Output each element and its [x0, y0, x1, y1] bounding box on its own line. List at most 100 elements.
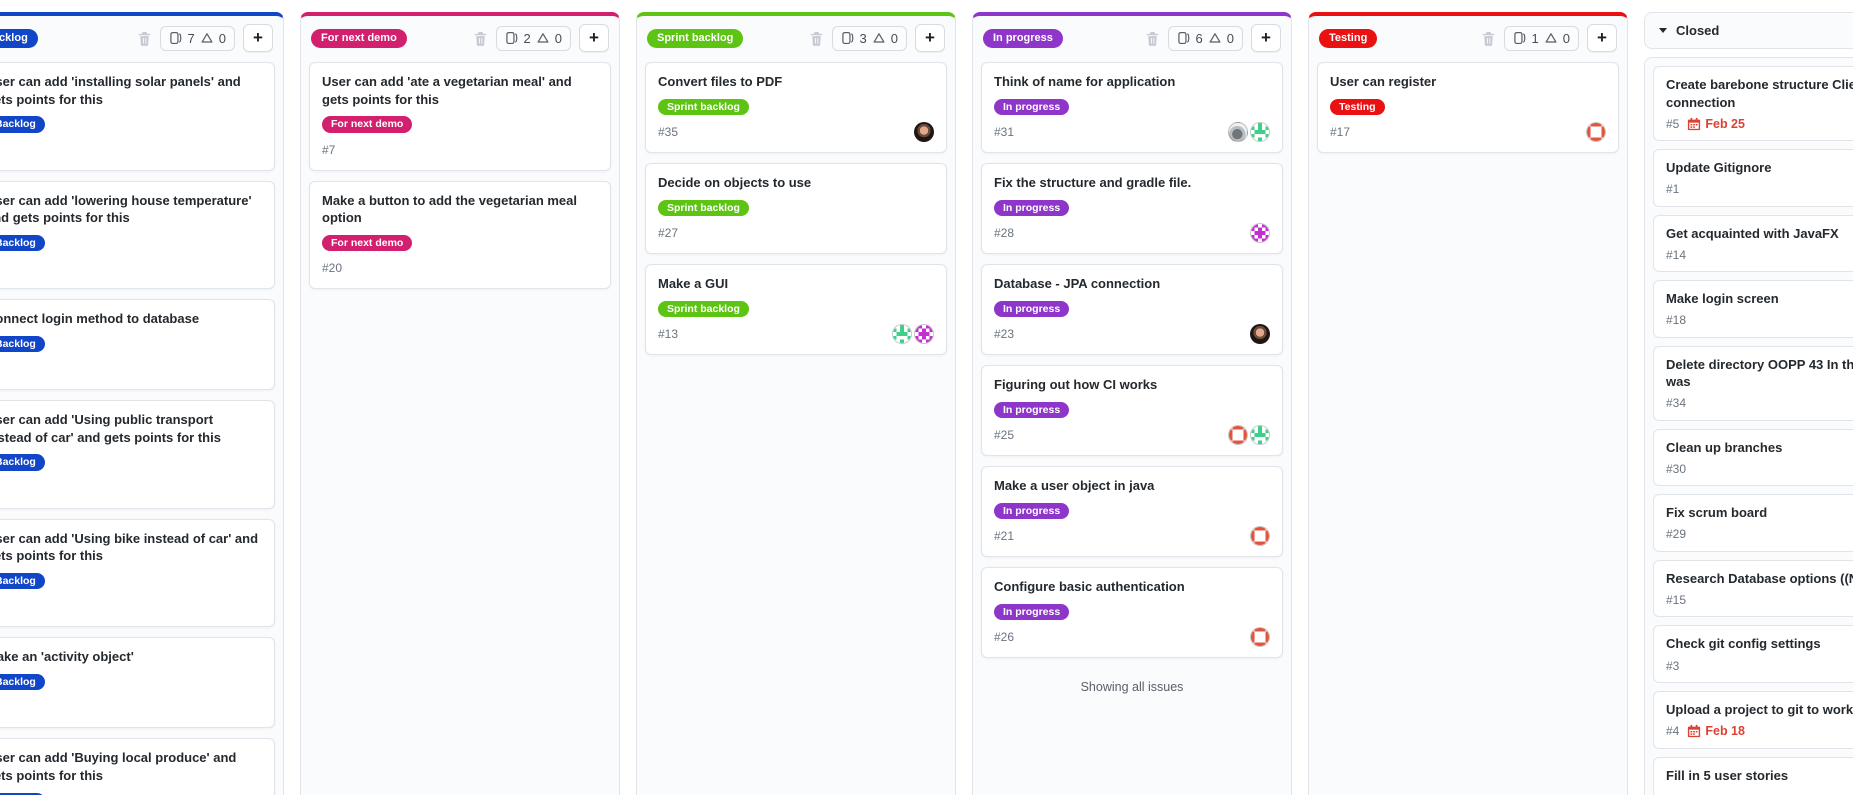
card-labels: In progress: [994, 198, 1270, 217]
card[interactable]: User can add 'ate a vegetarian meal' and…: [309, 62, 611, 171]
assignee-avatars: [1248, 526, 1270, 547]
card[interactable]: Make an 'activity object' Backlog: [0, 637, 275, 729]
card-meta: #13: [658, 324, 934, 345]
closed-card[interactable]: Upload a project to git to work from #4 Fe…: [1653, 691, 1853, 749]
delete-column-button[interactable]: [1145, 31, 1160, 46]
closed-card[interactable]: Update Gitignore #1: [1653, 149, 1853, 207]
column-for-next-demo: For next demo 2 0 + User can add 'ate a vege…: [300, 12, 620, 795]
card[interactable]: Make a GUI Sprint backlog #13: [645, 264, 947, 356]
archived-count: 0: [218, 30, 226, 46]
issue-number: #30: [1666, 461, 1687, 476]
card-title: Create barebone structure Client-Server …: [1666, 77, 1853, 110]
closed-card[interactable]: Get acquainted with JavaFX #14: [1653, 214, 1853, 273]
issue-number: #13: [658, 327, 679, 342]
archive-triangle-icon: [1545, 33, 1557, 43]
plus-icon: +: [589, 28, 599, 47]
card-list: User can add 'installing solar panels' a…: [0, 58, 283, 795]
avatar-identicon-red: [1228, 425, 1248, 446]
calendar-icon: [1688, 117, 1701, 130]
closed-card[interactable]: Create barebone structure Client-Server …: [1653, 66, 1853, 142]
closed-column-header[interactable]: Closed: [1644, 12, 1853, 49]
card-count: 2: [523, 30, 531, 46]
card[interactable]: Configure basic authentication In progres…: [981, 567, 1283, 659]
delete-column-button[interactable]: [137, 31, 152, 46]
column-in-progress: In progress 6 0 + Think of name for applicat…: [972, 12, 1292, 795]
card-meta: #28: [994, 223, 1270, 244]
column-label-badge: In progress: [983, 28, 1063, 48]
card-labels: Testing: [1330, 97, 1606, 116]
closed-card[interactable]: Fix scrum board #29: [1653, 494, 1853, 552]
calendar-icon: [1688, 724, 1701, 738]
add-card-button[interactable]: +: [915, 24, 945, 52]
archive-triangle-icon: [1209, 33, 1221, 43]
avatar-identicon-red: [1250, 526, 1270, 547]
delete-column-button[interactable]: [473, 31, 488, 46]
card-label-badge: Sprint backlog: [658, 300, 749, 318]
column-header: Sprint backlog 3 0 +: [637, 16, 955, 58]
card-label-badge: Backlog: [0, 454, 45, 471]
card-meta: #29: [1666, 527, 1853, 542]
card-label-badge: In progress: [994, 300, 1070, 318]
column-header: Backlog70+: [0, 16, 283, 58]
assignee-avatars: [1226, 425, 1270, 446]
card-meta: [0, 478, 262, 498]
add-card-button[interactable]: +: [579, 24, 609, 52]
card[interactable]: Decide on objects to use Sprint backlog #2…: [645, 163, 947, 255]
card-label-badge: In progress: [994, 502, 1070, 520]
add-card-button[interactable]: +: [1587, 24, 1617, 52]
closed-card[interactable]: Fill in 5 user stories: [1653, 756, 1853, 795]
closed-card[interactable]: Delete directory OOPP 43 In the beginnin…: [1653, 345, 1853, 421]
card-label-badge: Backlog: [0, 673, 45, 691]
delete-column-button[interactable]: [809, 31, 824, 46]
card-meta: #31: [994, 122, 1270, 143]
add-card-button[interactable]: +: [243, 24, 273, 52]
closed-card[interactable]: Research Database options ((No)SQL?) #15: [1653, 559, 1853, 618]
card[interactable]: Make a button to add the vegetarian meal…: [309, 180, 611, 290]
closed-card[interactable]: Make login screen #18: [1653, 280, 1853, 338]
add-card-button[interactable]: +: [1251, 24, 1281, 52]
closed-card[interactable]: Check git config settings #3: [1653, 625, 1853, 684]
column-header: Testing 1 0 +: [1309, 16, 1627, 58]
plus-icon: +: [253, 28, 263, 47]
assignee-avatars: [1584, 122, 1606, 143]
card[interactable]: User can add 'Buying local produce' and …: [0, 738, 275, 795]
trash-icon: [138, 31, 150, 46]
issue-number: #1: [1666, 182, 1680, 197]
cards-icon: [1513, 31, 1525, 45]
card[interactable]: User can add 'Using bike instead of car'…: [0, 518, 275, 628]
archived-count: 0: [554, 30, 562, 46]
assignee-avatars: [1248, 627, 1270, 648]
card-list: Think of name for application In progress…: [973, 58, 1291, 666]
card[interactable]: Figuring out how CI works In progress #25: [981, 365, 1283, 457]
card-title: User can add 'Using bike instead of car'…: [0, 530, 259, 564]
card-labels: For next demo: [322, 114, 598, 133]
card-labels: Sprint backlog: [658, 299, 934, 318]
card-title: User can add 'lowering house temperature…: [0, 192, 252, 226]
card[interactable]: User can add 'installing solar panels' a…: [0, 62, 275, 171]
issue-number: #7: [322, 142, 336, 157]
card[interactable]: Think of name for application In progress…: [981, 62, 1283, 154]
card[interactable]: Convert files to PDF Sprint backlog #35: [645, 62, 947, 154]
cards-icon: [505, 31, 517, 45]
card[interactable]: Make a user object in java In progress #21: [981, 466, 1283, 558]
column-header-actions: 7 0 +: [137, 24, 273, 52]
card-labels: Backlog: [0, 114, 262, 133]
card-list: User can add 'ate a vegetarian meal' and…: [301, 58, 619, 297]
card[interactable]: Fix the structure and gradle file. In pro…: [981, 163, 1283, 255]
card[interactable]: User can register Testing #17: [1317, 62, 1619, 154]
issue-number: #5: [1666, 116, 1680, 131]
delete-column-button[interactable]: [1481, 31, 1496, 46]
card[interactable]: User can add 'Using public transport ins…: [0, 400, 275, 509]
card-title: Make a GUI: [658, 276, 729, 292]
card[interactable]: Database - JPA connection In progress #23: [981, 264, 1283, 356]
card-labels: Backlog: [0, 672, 262, 691]
avatar-identicon-purple: [1250, 223, 1270, 244]
card-title: Upload a project to git to work from: [1666, 702, 1853, 718]
closed-card[interactable]: Clean up branches #30: [1653, 428, 1853, 487]
issue-number: #23: [994, 327, 1015, 342]
card[interactable]: Connect login method to database Backlog: [0, 299, 275, 391]
card[interactable]: User can add 'lowering house temperature…: [0, 180, 275, 290]
card-meta: #3: [1666, 658, 1853, 673]
assignee-avatars: [1248, 324, 1270, 345]
